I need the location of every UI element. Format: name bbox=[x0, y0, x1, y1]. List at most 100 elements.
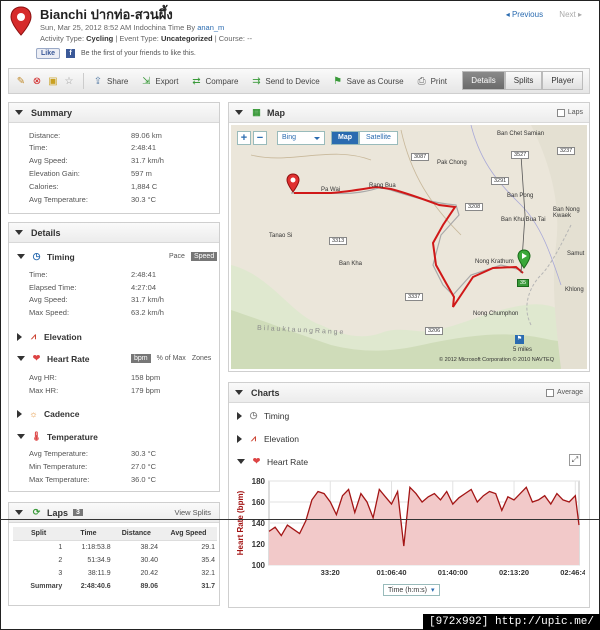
expand-chart-icon[interactable]: ⤢ bbox=[569, 454, 581, 466]
elevation-chart-toggle[interactable]: ⩘ Elevation bbox=[237, 433, 299, 444]
tab-details[interactable]: Details bbox=[462, 71, 505, 90]
column-header[interactable]: Split bbox=[13, 527, 65, 541]
road-shield: 3206 bbox=[425, 327, 444, 335]
heart-rate-chart-toggle[interactable]: ❤ Heart Rate bbox=[237, 456, 308, 467]
checkbox-box bbox=[546, 388, 555, 397]
map-place-label: Ban Khu Bua Tai bbox=[501, 217, 546, 223]
expand-icon bbox=[17, 409, 22, 418]
map-place-label: Rang Bua bbox=[369, 183, 396, 189]
y-tick-label: 160 bbox=[252, 498, 266, 507]
road-shield: 3087 bbox=[411, 153, 430, 161]
hr-value: 179 bpm bbox=[131, 386, 161, 395]
pct-max-option[interactable]: % of Max bbox=[156, 355, 186, 362]
favorite-star-icon[interactable]: ☆ bbox=[64, 75, 74, 87]
collapse-icon bbox=[17, 356, 25, 361]
summary-label: Elevation Gain: bbox=[29, 169, 80, 178]
table-row[interactable]: 2 51:34.9 30.40 35.4 bbox=[13, 554, 217, 567]
cadence-section-toggle[interactable]: ☼ Cadence bbox=[17, 408, 79, 419]
action-toolbar: ✎ ⊗ ▣ ☆ ⇪ Share ⇲ Export ⇄ Compare ⇉ Send to… bbox=[8, 68, 590, 94]
timing-label: Time: bbox=[29, 270, 48, 279]
laps-header[interactable]: ⟳ Laps 3 View Splits bbox=[9, 503, 219, 523]
expand-icon bbox=[237, 434, 242, 443]
column-header[interactable]: Avg Speed bbox=[160, 527, 217, 541]
edit-icon[interactable]: ✎ bbox=[16, 75, 26, 87]
heart-rate-section-toggle[interactable]: ❤ Heart Rate bbox=[17, 353, 90, 364]
zoom-out-button[interactable]: − bbox=[253, 131, 267, 145]
road-shield: 3208 bbox=[465, 203, 484, 211]
average-checkbox[interactable]: Average bbox=[546, 388, 583, 397]
satellite-view-button[interactable]: Satellite bbox=[359, 131, 398, 145]
laps-checkbox[interactable]: Laps bbox=[556, 108, 583, 117]
table-cell: 89.06 bbox=[140, 583, 159, 590]
column-header[interactable]: Time bbox=[64, 527, 113, 541]
column-header[interactable]: Distance bbox=[112, 527, 161, 541]
collapse-icon bbox=[17, 434, 25, 439]
previous-link[interactable]: ◂ Previous bbox=[505, 10, 544, 19]
like-button[interactable]: Like bbox=[36, 48, 61, 59]
pace-option[interactable]: Pace bbox=[169, 253, 185, 260]
elevation-chart-title: Elevation bbox=[264, 433, 299, 444]
chevron-down-icon bbox=[314, 137, 320, 140]
map-place-label: Pa Wai bbox=[321, 187, 341, 193]
map-place-label: Nong Chumphon bbox=[473, 311, 519, 317]
summary-title: Summary bbox=[31, 107, 73, 118]
table-row[interactable]: 3 38:11.9 20.42 32.1 bbox=[13, 567, 217, 580]
map-view-button[interactable]: Map bbox=[331, 131, 359, 145]
zoom-in-button[interactable]: + bbox=[237, 131, 251, 145]
share-button[interactable]: ⇪ Share bbox=[92, 75, 129, 87]
thermometer-icon: 🌡︎ bbox=[30, 431, 43, 441]
summary-label: Avg Temperature: bbox=[29, 195, 88, 204]
map-header[interactable]: ▦ Map Laps bbox=[229, 103, 589, 123]
summary-value: 2:48:41 bbox=[131, 143, 157, 152]
view-splits-link[interactable]: View Splits bbox=[174, 508, 211, 517]
device-icon: ⇉ bbox=[252, 75, 261, 87]
tab-player[interactable]: Player bbox=[542, 71, 583, 90]
charts-header[interactable]: Charts Average bbox=[229, 383, 589, 403]
collapse-icon bbox=[235, 390, 243, 395]
send-to-device-button[interactable]: ⇉ Send to Device bbox=[250, 75, 319, 87]
cadence-title: Cadence bbox=[44, 408, 80, 419]
user-link[interactable]: anan_m bbox=[197, 23, 225, 32]
next-link[interactable]: Next ▸ bbox=[559, 10, 582, 19]
send-label: Send to Device bbox=[265, 76, 320, 86]
temperature-section-toggle[interactable]: 🌡︎ Temperature bbox=[17, 431, 98, 442]
pager: ◂ Previous Next ▸ bbox=[506, 10, 582, 19]
summary-header[interactable]: Summary bbox=[9, 103, 219, 123]
activity-title: Bianchi ปากท่อ-สวนผึ้ง bbox=[40, 7, 173, 22]
map-place-label: Ban Kha bbox=[339, 261, 363, 267]
map-provider-select[interactable]: Bing bbox=[277, 131, 325, 145]
start-marker-icon[interactable] bbox=[286, 173, 300, 193]
y-tick-label: 180 bbox=[252, 477, 266, 486]
lock-icon[interactable]: ▣ bbox=[48, 75, 58, 87]
activity-type-label: Activity Type: bbox=[40, 34, 85, 43]
map-place-label: Samut bbox=[567, 251, 585, 257]
export-icon: ⇲ bbox=[142, 75, 151, 87]
y-tick-label: 120 bbox=[252, 540, 266, 549]
table-row[interactable]: 1 1:18:53.8 38.24 29.1 bbox=[13, 541, 217, 555]
activity-type-value[interactable]: Cycling bbox=[86, 34, 114, 43]
table-cell: Summary bbox=[30, 583, 63, 590]
collapse-icon bbox=[15, 110, 23, 115]
tab-splits[interactable]: Splits bbox=[504, 71, 543, 90]
zones-option[interactable]: Zones bbox=[191, 355, 212, 362]
timing-label: Elapsed Time: bbox=[29, 283, 77, 292]
x-axis-select[interactable]: Time (h:m:s) ▾ bbox=[383, 584, 440, 596]
timing-label: Max Speed: bbox=[29, 308, 70, 317]
elevation-section-toggle[interactable]: ⩘ Elevation bbox=[17, 331, 82, 342]
compare-button[interactable]: ⇄ Compare bbox=[190, 75, 238, 87]
heart-rate-chart[interactable]: 100 120 140 160 180 33:20 01:06:40 01:40:00 02:1… bbox=[233, 475, 585, 595]
hr-value: 158 bpm bbox=[131, 373, 161, 382]
speed-option[interactable]: Speed bbox=[190, 252, 218, 261]
export-button[interactable]: ⇲ Export bbox=[140, 75, 178, 87]
timing-chart-toggle[interactable]: ◷ Timing bbox=[237, 410, 289, 421]
timing-section-toggle[interactable]: ◷ Timing bbox=[17, 251, 75, 262]
event-type-value[interactable]: Uncategorized bbox=[160, 34, 213, 43]
delete-icon[interactable]: ⊗ bbox=[32, 75, 42, 87]
save-as-course-button[interactable]: ⚑ Save as Course bbox=[332, 75, 403, 87]
table-cell: 29.1 bbox=[201, 544, 215, 551]
bpm-option[interactable]: bpm bbox=[131, 354, 151, 363]
details-header[interactable]: Details bbox=[9, 223, 219, 243]
map-canvas[interactable]: + − Bing Map Satellite Ban Chet Samian P… bbox=[231, 125, 587, 369]
finish-marker-icon[interactable] bbox=[517, 249, 531, 269]
print-button[interactable]: ⎙ Print bbox=[416, 75, 447, 87]
